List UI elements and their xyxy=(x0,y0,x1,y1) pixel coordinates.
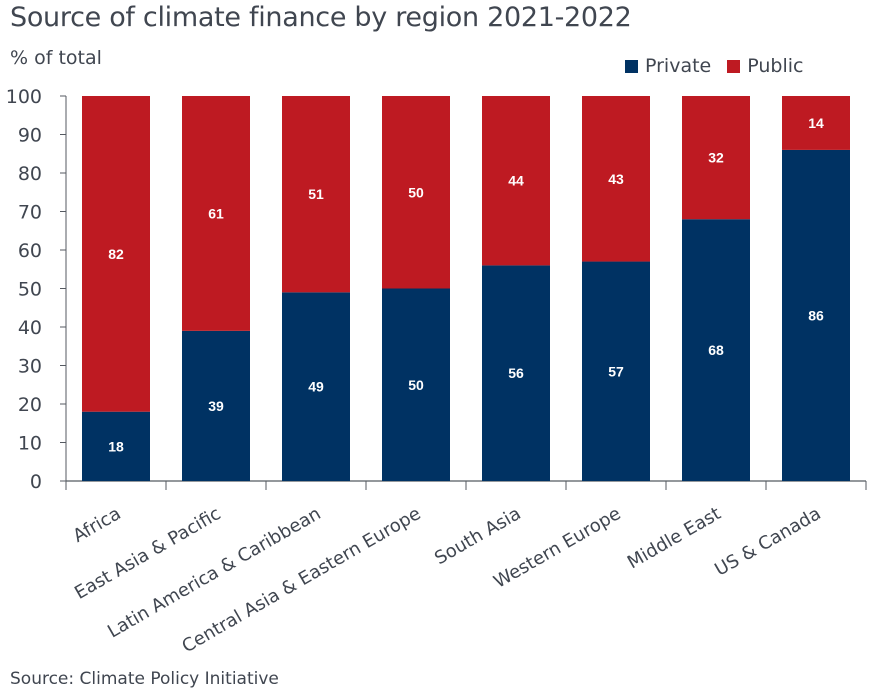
data-label-private: 57 xyxy=(608,363,624,379)
data-label-public: 14 xyxy=(808,115,824,131)
chart-title: Source of climate finance by region 2021… xyxy=(10,2,632,33)
data-label-private: 68 xyxy=(708,342,724,358)
y-tick-label: 90 xyxy=(18,125,42,147)
y-tick-label: 10 xyxy=(18,433,42,455)
y-tick-label: 20 xyxy=(18,394,42,416)
data-label-public: 43 xyxy=(608,171,624,187)
bar-segment-private xyxy=(582,261,650,481)
legend-label-public: Public xyxy=(747,55,804,77)
x-category-label: Middle East xyxy=(624,503,725,573)
y-tick-label: 30 xyxy=(18,356,42,378)
data-label-private: 56 xyxy=(508,365,524,381)
bar-segment-private xyxy=(482,265,550,481)
bar-segment-public xyxy=(582,96,650,262)
data-label-private: 49 xyxy=(308,379,324,395)
bar-segment-public xyxy=(782,96,850,150)
y-tick-label: 40 xyxy=(18,317,42,339)
legend: Private Public xyxy=(625,55,819,77)
bar-segment-public xyxy=(482,96,550,266)
bar-segment-private xyxy=(182,330,250,481)
bar-segment-public xyxy=(182,96,250,331)
y-tick-label: 80 xyxy=(18,163,42,185)
y-tick-label: 50 xyxy=(18,279,42,301)
bar-segment-public xyxy=(82,96,150,412)
bar-segment-private xyxy=(282,292,350,481)
bar-segment-private xyxy=(682,219,750,481)
bar-segment-public xyxy=(382,96,450,289)
data-label-public: 61 xyxy=(208,205,224,221)
y-tick-label: 60 xyxy=(18,240,42,262)
y-tick-label: 0 xyxy=(30,471,42,493)
bar-segment-private xyxy=(382,288,450,481)
bar-segment-public xyxy=(682,96,750,220)
data-label-public: 32 xyxy=(708,150,724,166)
x-category-label: US & Canada xyxy=(711,503,824,580)
legend-item-public: Public xyxy=(727,55,803,77)
legend-item-private: Private xyxy=(625,55,711,77)
data-label-public: 82 xyxy=(108,246,124,262)
bar-segment-private xyxy=(782,149,850,481)
bar-segment-public xyxy=(282,96,350,293)
y-tick-label: 70 xyxy=(18,202,42,224)
data-label-private: 86 xyxy=(808,307,824,323)
data-label-public: 50 xyxy=(408,184,424,200)
x-category-label: Africa xyxy=(70,503,125,547)
data-label-public: 51 xyxy=(308,186,324,202)
data-label-private: 18 xyxy=(108,438,124,454)
data-label-private: 50 xyxy=(408,377,424,393)
bar-segment-private xyxy=(82,411,150,481)
data-label-private: 39 xyxy=(208,398,224,414)
y-axis-label: % of total xyxy=(10,47,102,69)
y-tick-label: 100 xyxy=(6,86,42,108)
x-category-label: South Asia xyxy=(431,503,524,569)
data-label-public: 44 xyxy=(508,173,524,189)
source-note: Source: Climate Policy Initiative xyxy=(10,669,279,689)
legend-label-private: Private xyxy=(645,55,712,77)
legend-swatch-private xyxy=(625,59,638,73)
legend-swatch-public xyxy=(727,59,741,73)
